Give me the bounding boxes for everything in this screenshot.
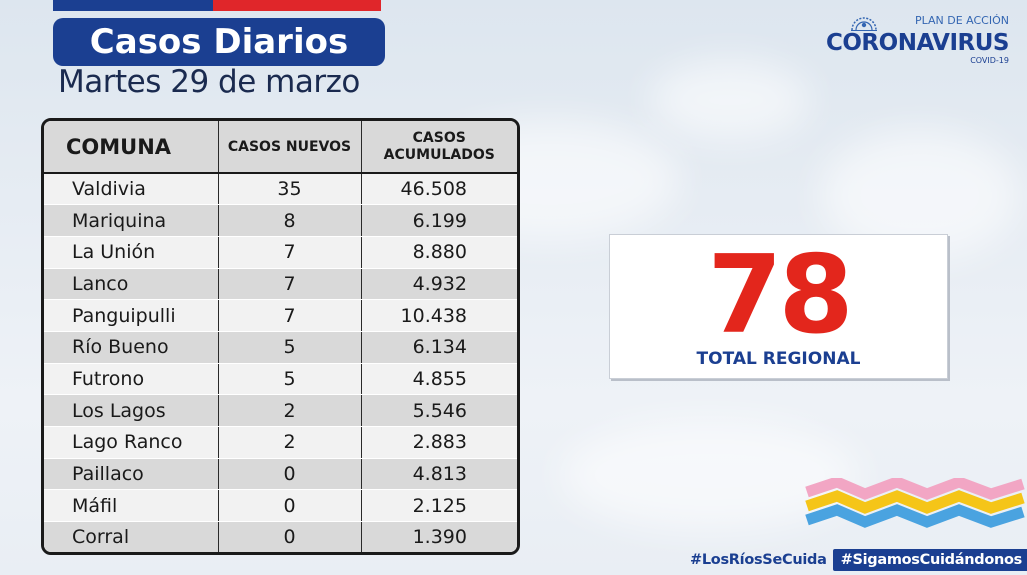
cell-nuevos: 5 <box>218 363 362 396</box>
pink-ribbon <box>805 478 1025 500</box>
cell-comuna: Mariquina <box>44 204 219 237</box>
blue-ribbon <box>805 504 1025 528</box>
table-row: Futrono 5 4.855 <box>44 363 517 396</box>
hashtag-bar: #LosRíosSeCuida #SigamosCuidándonos <box>690 546 1027 574</box>
hashtag-los-rios: #LosRíosSeCuida <box>690 552 827 568</box>
report-date: Martes 29 de marzo <box>58 64 360 100</box>
cell-nuevos: 5 <box>218 331 362 364</box>
table-row: Paillaco 0 4.813 <box>44 458 517 491</box>
cell-nuevos: 2 <box>218 394 362 427</box>
table-row: Valdivia 35 46.508 <box>44 173 517 206</box>
header-casos-acumulados: CASOS ACUMULADOS <box>361 121 517 174</box>
cell-nuevos: 0 <box>218 458 362 491</box>
cell-nuevos: 7 <box>218 268 362 301</box>
cell-comuna: La Unión <box>44 236 219 269</box>
cell-acumulados: 6.199 <box>361 204 517 237</box>
cell-nuevos: 35 <box>218 173 362 206</box>
total-regional-card: 78 TOTAL REGIONAL <box>609 233 948 379</box>
table-row: Corral 0 1.390 <box>44 521 517 552</box>
table-row: Río Bueno 5 6.134 <box>44 331 517 364</box>
flag-strip <box>53 0 381 11</box>
header-acumulados-line1: CASOS <box>412 129 466 146</box>
table-row: Mariquina 8 6.199 <box>44 204 517 237</box>
cell-nuevos: 0 <box>218 489 362 523</box>
cell-acumulados: 4.813 <box>361 458 517 491</box>
cell-acumulados: 6.134 <box>361 331 517 364</box>
flag-blue-stripe <box>53 0 213 11</box>
cell-acumulados: 8.880 <box>361 236 517 269</box>
background-cloud <box>650 60 810 140</box>
total-regional-label: TOTAL REGIONAL <box>696 349 861 369</box>
zigzag-ribbons-decoration <box>805 478 1025 528</box>
cell-comuna: Lago Ranco <box>44 426 219 459</box>
cell-comuna: Futrono <box>44 363 219 396</box>
header-comuna: COMUNA <box>44 121 219 174</box>
cases-table: COMUNA CASOS NUEVOS CASOS ACUMULADOS Val… <box>41 118 520 555</box>
cell-comuna: Corral <box>44 521 219 552</box>
cell-acumulados: 46.508 <box>361 173 517 206</box>
coronavirus-plan-logo: PLAN DE ACCIÓN CORONAVIRUS COVID-19 <box>809 8 1010 66</box>
cell-nuevos: 8 <box>218 204 362 237</box>
header-acumulados-line2: ACUMULADOS <box>383 146 495 163</box>
cell-acumulados: 5.546 <box>361 394 517 427</box>
cell-acumulados: 4.932 <box>361 268 517 301</box>
table-row: Lago Ranco 2 2.883 <box>44 426 517 459</box>
cell-comuna: Panguipulli <box>44 299 219 332</box>
table-row: La Unión 7 8.880 <box>44 236 517 269</box>
cell-nuevos: 2 <box>218 426 362 459</box>
cell-comuna: Lanco <box>44 268 219 301</box>
header-casos-nuevos: CASOS NUEVOS <box>218 121 362 174</box>
cell-comuna: Paillaco <box>44 458 219 491</box>
table-row: Máfil 0 2.125 <box>44 489 517 523</box>
cell-acumulados: 1.390 <box>361 521 517 552</box>
cell-comuna: Río Bueno <box>44 331 219 364</box>
logo-coronavirus-text: CORONAVIRUS <box>826 30 1010 56</box>
table-row: Panguipulli 7 10.438 <box>44 299 517 332</box>
cell-acumulados: 2.883 <box>361 426 517 459</box>
cell-acumulados: 2.125 <box>361 489 517 523</box>
cell-acumulados: 4.855 <box>361 363 517 396</box>
table-row: Lanco 7 4.932 <box>44 268 517 301</box>
table-row: Los Lagos 2 5.546 <box>44 394 517 427</box>
cell-nuevos: 0 <box>218 521 362 552</box>
background-cloud <box>560 420 860 530</box>
cell-acumulados: 10.438 <box>361 299 517 332</box>
government-seal-icon <box>851 17 877 31</box>
cell-nuevos: 7 <box>218 299 362 332</box>
cell-comuna: Valdivia <box>44 173 219 206</box>
page-title: Casos Diarios <box>53 18 385 66</box>
yellow-ribbon <box>805 490 1025 514</box>
hashtag-sigamos: #SigamosCuidándonos <box>832 549 1027 571</box>
total-cases-number: 78 <box>707 233 853 358</box>
cell-nuevos: 7 <box>218 236 362 269</box>
logo-covid-text: COVID-19 <box>970 56 1009 65</box>
cell-comuna: Máfil <box>44 489 219 523</box>
cell-comuna: Los Lagos <box>44 394 219 427</box>
logo-plan-text: PLAN DE ACCIÓN <box>914 14 1009 27</box>
flag-red-stripe <box>213 0 381 11</box>
table-header-row: COMUNA CASOS NUEVOS CASOS ACUMULADOS <box>44 121 517 174</box>
